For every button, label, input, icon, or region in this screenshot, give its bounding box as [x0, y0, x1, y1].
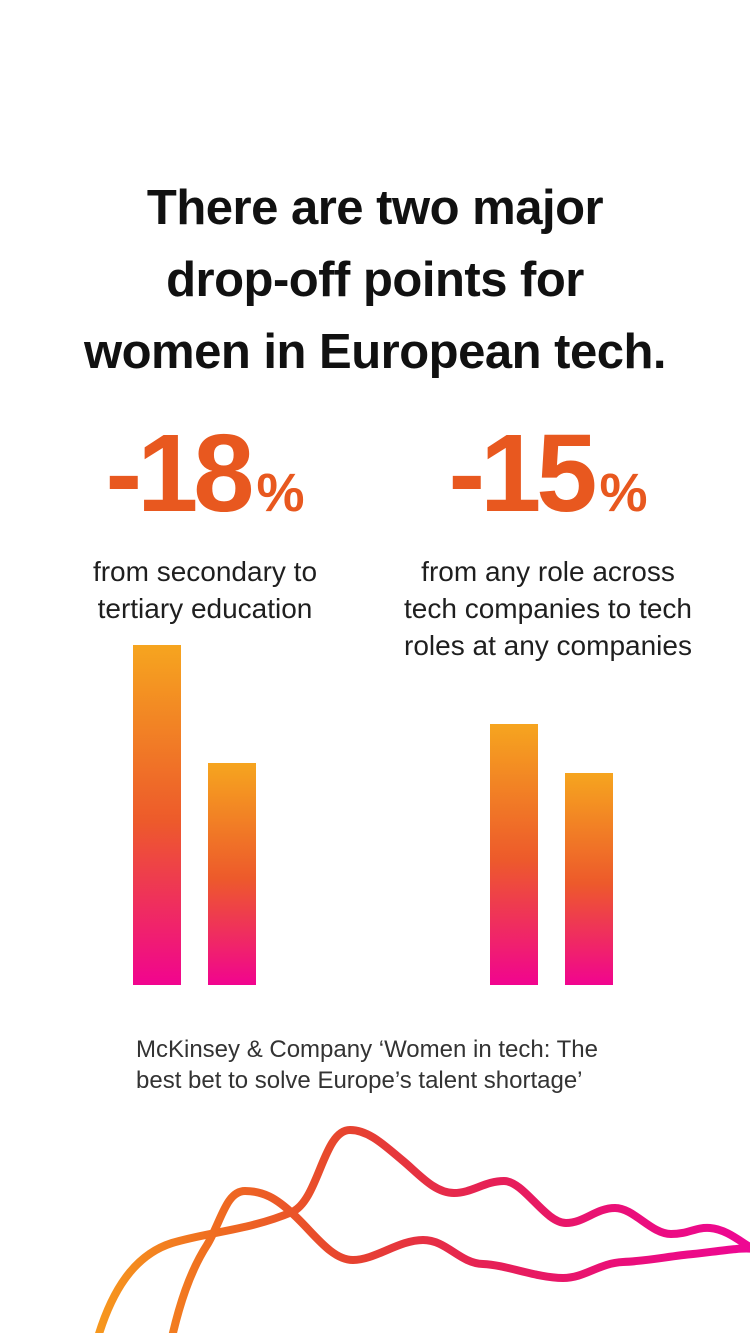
stat-caption-tech-roles: from any role across tech companies to t…	[383, 553, 713, 664]
caption-line: roles at any companies	[404, 630, 692, 661]
stat-block-tech-role-dropoff: -15% from any role across tech companies…	[383, 419, 713, 664]
caption-line: from any role across	[421, 556, 675, 587]
source-line: best bet to solve Europe’s talent shorta…	[136, 1067, 583, 1094]
page-title: There are two major drop-off points for …	[0, 172, 750, 388]
caption-line: tech companies to tech	[404, 593, 692, 624]
bar-charts-layer	[133, 645, 613, 985]
percent-sign: %	[599, 463, 648, 523]
caption-line: from secondary to	[92, 556, 318, 587]
stat-value-tech-roles: -15%	[383, 419, 713, 543]
stat-number-text: -15	[448, 412, 598, 535]
title-line-2: drop-off points for	[166, 252, 584, 307]
source-line: McKinsey & Company ‘Women in tech: The	[136, 1036, 598, 1063]
wavy-lines-decoration	[95, 1125, 750, 1333]
source-citation: McKinsey & Company ‘Women in tech: The b…	[136, 1034, 636, 1096]
bar-education-before	[133, 645, 181, 985]
title-line-1: There are two major	[146, 180, 604, 235]
bar-techroles-before	[490, 724, 538, 985]
percent-sign: %	[256, 463, 305, 523]
stat-number-text: -18	[105, 412, 255, 535]
title-line-3: women in European tech.	[83, 324, 667, 379]
wave-line-lower	[168, 1186, 750, 1333]
caption-line: tertiary education	[97, 593, 313, 624]
wave-line-upper	[95, 1125, 750, 1333]
bar-techroles-after	[565, 773, 613, 985]
stat-value-education: -18%	[40, 419, 370, 543]
bar-education-after	[208, 763, 256, 985]
stat-caption-education: from secondary to tertiary education	[40, 553, 370, 627]
stat-block-education-dropoff: -18% from secondary to tertiary educatio…	[40, 419, 370, 627]
